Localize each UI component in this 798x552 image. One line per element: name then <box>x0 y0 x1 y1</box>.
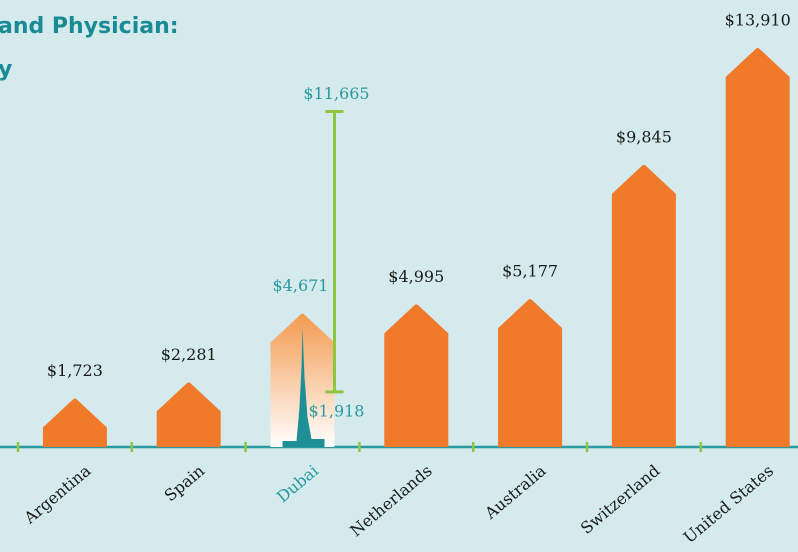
value-label: $5,177 <box>502 262 558 281</box>
x-tick-label: Switzerland <box>577 461 663 538</box>
value-label: $2,281 <box>161 345 217 364</box>
bar <box>384 304 448 447</box>
range-label: $11,665 <box>303 84 369 103</box>
x-tick-label: Australia <box>480 461 550 524</box>
value-label: $4,671 <box>273 276 329 295</box>
bar <box>43 398 107 447</box>
page: and Physician: y $1,723 Argentina $2,281 Sp… <box>0 0 798 552</box>
x-tick-label: Dubai <box>273 461 322 506</box>
range-label: $1,918 <box>309 401 365 420</box>
x-tick-label: Netherlands <box>346 461 435 540</box>
x-tick-label: United States <box>680 461 777 547</box>
value-label: $13,910 <box>725 11 791 30</box>
x-tick-label: Argentina <box>20 461 95 528</box>
chart: and Physician: y $1,723 Argentina $2,281 Sp… <box>0 0 798 552</box>
bar <box>498 299 562 447</box>
chart-title: and Physician: <box>0 14 179 39</box>
bar <box>157 382 221 447</box>
value-label: $4,995 <box>388 267 444 286</box>
bar <box>726 48 790 447</box>
value-label: $1,723 <box>47 361 103 380</box>
chart-title: y <box>0 57 12 82</box>
value-label: $9,845 <box>616 127 672 146</box>
x-tick-label: Spain <box>161 461 209 505</box>
bar <box>612 165 676 447</box>
